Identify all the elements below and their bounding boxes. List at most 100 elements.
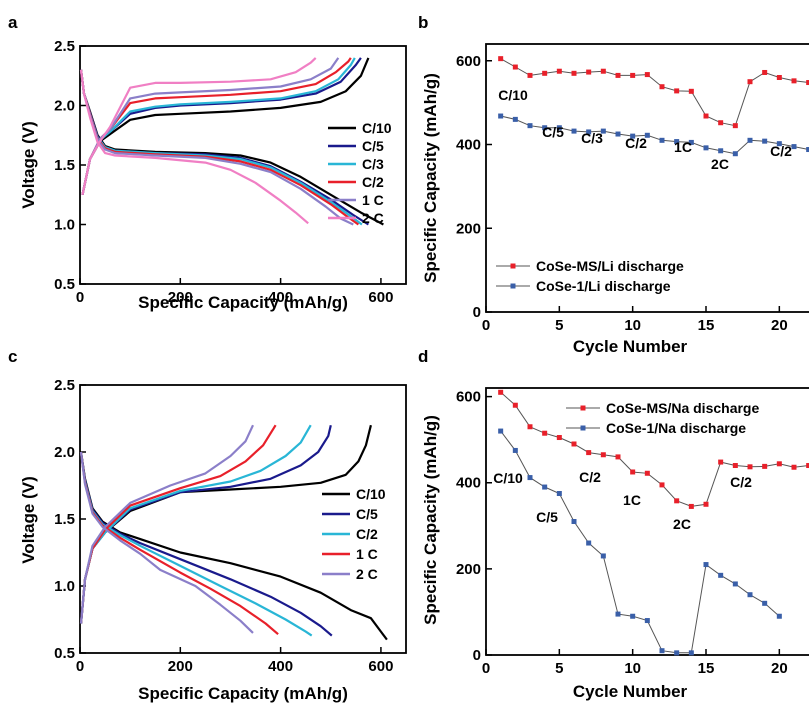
legend-label-2-c: 2 C <box>356 566 378 582</box>
point-cose-1-li-discharge <box>747 137 753 143</box>
point-cose-1-li-discharge <box>512 116 518 122</box>
y-axis-title-b: Specific Capacity (mAh/g) <box>421 73 440 283</box>
legend-d: CoSe-MS/Na discharge CoSe-1/Na discharge <box>566 400 759 436</box>
point-cose-1-na-discharge <box>776 613 782 619</box>
point-cose-1-li-discharge <box>600 128 606 134</box>
point-cose-ms-li-discharge <box>718 120 724 126</box>
rate-annotation: C/3 <box>581 130 603 146</box>
point-cose-1-na-discharge <box>644 618 650 624</box>
point-cose-ms-na-discharge <box>791 464 797 470</box>
point-cose-ms-li-discharge <box>747 79 753 85</box>
point-cose-ms-li-discharge <box>703 113 709 119</box>
series-line-cose-1-li-discharge <box>500 115 809 155</box>
point-cose-1-na-discharge <box>718 572 724 578</box>
panel-letter-c: c <box>8 347 17 366</box>
point-cose-1-li-discharge <box>527 123 533 129</box>
panel-c: c 0 200 400 600 0.5 1.0 1.5 2.0 2.5 C/10 C/5 C/2 1 … <box>8 347 407 703</box>
legend-label-2-c: 2 C <box>362 210 384 226</box>
point-cose-ms-na-discharge <box>674 498 680 504</box>
x-axis-title-b: Cycle Number <box>573 337 688 356</box>
point-cose-1-li-discharge <box>586 129 592 135</box>
series-line-cose-ms-li-discharge <box>500 58 809 127</box>
x-tick-label-d: 0 <box>482 660 490 677</box>
y-axis-title-a: Voltage (V) <box>19 121 38 209</box>
legend-label-c-10: C/10 <box>356 486 386 502</box>
x-tick-label-a: 400 <box>268 289 293 306</box>
point-cose-ms-li-discharge <box>644 72 650 78</box>
y-tick-label-c: 2.0 <box>54 444 75 461</box>
x-axis-title-c: Specific Capacity (mAh/g) <box>138 684 348 703</box>
legend-label-cose-1-na-discharge: CoSe-1/Na discharge <box>606 420 746 436</box>
point-cose-ms-li-discharge <box>688 88 694 94</box>
x-axis-title-a: Specific Capacity (mAh/g) <box>138 293 348 312</box>
y-axis-title-d: Specific Capacity (mAh/g) <box>421 415 440 625</box>
point-cose-ms-na-discharge <box>718 459 724 465</box>
x-tick-label-a: 200 <box>168 289 193 306</box>
annotations-b: C/10 C/5 C/3 C/2 1C 2C C/2 <box>498 87 792 172</box>
point-cose-1-li-discharge <box>762 138 768 144</box>
point-cose-1-na-discharge <box>586 540 592 546</box>
rate-annotation: C/5 <box>536 509 558 525</box>
legend-a: C/10 C/5 C/3 C/2 1 C 2 C <box>328 120 392 226</box>
point-cose-1-li-discharge <box>674 139 680 145</box>
point-cose-1-li-discharge <box>659 137 665 143</box>
series-line-cose-ms-na-discharge <box>500 391 809 507</box>
y-tick-label-d: 600 <box>456 389 481 406</box>
legend-label-1-c: 1 C <box>362 192 384 208</box>
point-cose-1-na-discharge <box>762 600 768 606</box>
point-cose-ms-na-discharge <box>703 501 709 507</box>
curve-2-c-discharge <box>79 451 254 634</box>
point-cose-1-na-discharge <box>615 611 621 617</box>
point-cose-ms-na-discharge <box>571 441 577 447</box>
x-tick-label-b: 10 <box>624 317 641 334</box>
point-cose-1-li-discharge <box>630 133 636 139</box>
point-cose-ms-na-discharge <box>542 430 548 436</box>
curve-2-c-charge <box>81 57 317 196</box>
rate-annotation: C/2 <box>730 474 752 490</box>
point-cose-1-na-discharge <box>498 428 504 434</box>
point-cose-1-li-discharge <box>776 141 782 147</box>
point-cose-ms-na-discharge <box>762 463 768 469</box>
point-cose-ms-li-discharge <box>630 72 636 78</box>
point-cose-ms-li-discharge <box>776 75 782 80</box>
legend-marker-cose-1-li-discharge <box>510 283 516 289</box>
x-tick-label-b: 20 <box>771 317 788 334</box>
legend-marker-cose-ms-na-discharge <box>580 405 586 411</box>
point-cose-ms-li-discharge <box>571 70 577 76</box>
legend-label-cose-1-li-discharge: CoSe-1/Li discharge <box>536 278 671 294</box>
point-cose-1-li-discharge <box>571 128 577 134</box>
y-tick-label-c: 2.5 <box>54 377 75 394</box>
point-cose-ms-li-discharge <box>762 69 768 75</box>
curve-2-c-charge <box>79 424 254 624</box>
y-tick-label-b: 400 <box>456 137 481 154</box>
point-cose-1-na-discharge <box>527 475 533 481</box>
legend-label-c-2: C/2 <box>362 174 384 190</box>
point-cose-1-na-discharge <box>512 447 518 453</box>
rate-annotation: C/2 <box>579 469 601 485</box>
point-cose-ms-na-discharge <box>512 402 518 408</box>
x-tick-label-d: 15 <box>698 660 715 677</box>
point-cose-1-li-discharge <box>615 131 621 137</box>
legend-label-c-2: C/2 <box>356 526 378 542</box>
y-tick-label-d: 200 <box>456 561 481 578</box>
point-cose-1-li-discharge <box>703 145 709 151</box>
point-cose-ms-na-discharge <box>659 482 665 488</box>
axis-ticks-c: 0 200 400 600 0.5 1.0 1.5 2.0 2.5 <box>54 377 393 675</box>
legend-label-cose-ms-na-discharge: CoSe-MS/Na discharge <box>606 400 759 416</box>
point-cose-ms-li-discharge <box>512 64 518 70</box>
rate-annotation: C/5 <box>542 124 564 140</box>
legend-c: C/10 C/5 C/2 1 C 2 C <box>322 486 386 582</box>
y-tick-label-c: 1.5 <box>54 511 75 528</box>
point-cose-1-na-discharge <box>600 553 606 559</box>
x-tick-label-c: 200 <box>168 658 193 675</box>
y-tick-label-b: 600 <box>456 53 481 70</box>
x-tick-label-c: 400 <box>268 658 293 675</box>
point-cose-ms-na-discharge <box>747 464 753 470</box>
point-cose-1-na-discharge <box>542 484 548 490</box>
point-cose-1-na-discharge <box>571 519 577 524</box>
